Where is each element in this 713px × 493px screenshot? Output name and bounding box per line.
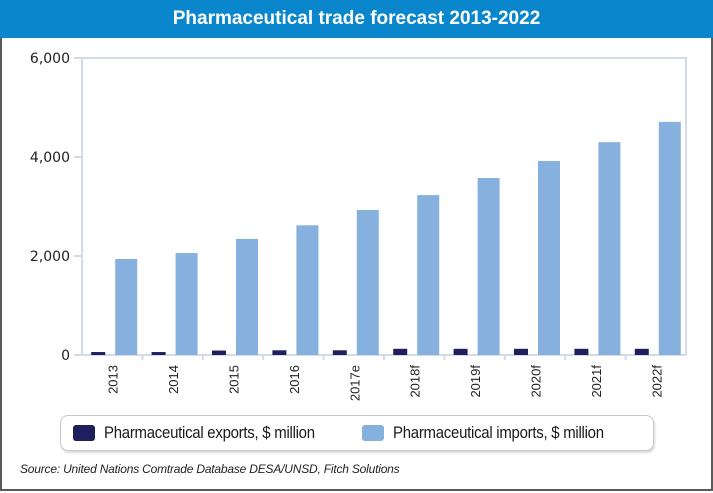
chart-title: Pharmaceutical trade forecast 2013-2022 bbox=[0, 0, 713, 38]
legend: Pharmaceutical exports, $ million Pharma… bbox=[60, 415, 654, 451]
x-tick-label: 2015 bbox=[227, 365, 242, 394]
y-tick-label: 6,000 bbox=[30, 51, 70, 67]
x-tick-label: 2017e bbox=[347, 365, 362, 401]
legend-swatch-imports bbox=[362, 425, 384, 441]
x-tick-label: 2014 bbox=[166, 365, 181, 394]
bar-imports bbox=[115, 258, 138, 355]
bar-imports bbox=[598, 142, 621, 355]
bar-exports bbox=[272, 350, 287, 355]
bar-exports bbox=[151, 352, 166, 355]
bar-imports bbox=[356, 209, 379, 355]
y-tick-label: 4,000 bbox=[30, 150, 70, 166]
bar-exports bbox=[514, 348, 528, 355]
y-tick-label: 2,000 bbox=[30, 249, 70, 265]
x-tick-label: 2016 bbox=[287, 365, 302, 394]
legend-label-imports: Pharmaceutical imports, $ million bbox=[393, 423, 604, 442]
bar-imports bbox=[417, 195, 440, 355]
x-tick-label: 2018f bbox=[408, 365, 423, 398]
x-tick-label: 2013 bbox=[106, 365, 121, 394]
bar-exports bbox=[574, 348, 589, 355]
bar-exports bbox=[453, 348, 468, 355]
bar-exports bbox=[393, 348, 408, 355]
bar-imports bbox=[175, 253, 198, 355]
y-tick-label: 0 bbox=[61, 348, 70, 364]
plot-area-border bbox=[81, 57, 687, 356]
legend-item-exports: Pharmaceutical exports, $ million bbox=[73, 423, 344, 443]
bar-exports bbox=[212, 350, 226, 355]
x-tick-label: 2020f bbox=[529, 365, 544, 398]
bar-exports bbox=[91, 352, 106, 355]
bar-exports bbox=[634, 348, 649, 355]
chart-plot: 0 2,000 4,000 6,000 2013 2014 2015 2016 2017e 20… bbox=[30, 51, 687, 401]
x-tick-label: 2019f bbox=[468, 365, 483, 398]
bar-imports bbox=[296, 225, 319, 355]
legend-item-imports: Pharmaceutical imports, $ million bbox=[362, 423, 633, 443]
bar-exports bbox=[332, 350, 347, 355]
bar-imports bbox=[658, 121, 681, 355]
legend-swatch-exports bbox=[73, 425, 95, 441]
bar-imports bbox=[538, 160, 560, 355]
bar-imports bbox=[236, 238, 258, 355]
source-note: Source: United Nations Comtrade Database… bbox=[20, 462, 400, 476]
x-tick-label: 2021f bbox=[589, 365, 604, 398]
x-tick-label: 2022f bbox=[649, 365, 664, 398]
legend-label-exports: Pharmaceutical exports, $ million bbox=[104, 423, 315, 442]
bar-imports bbox=[477, 178, 500, 355]
